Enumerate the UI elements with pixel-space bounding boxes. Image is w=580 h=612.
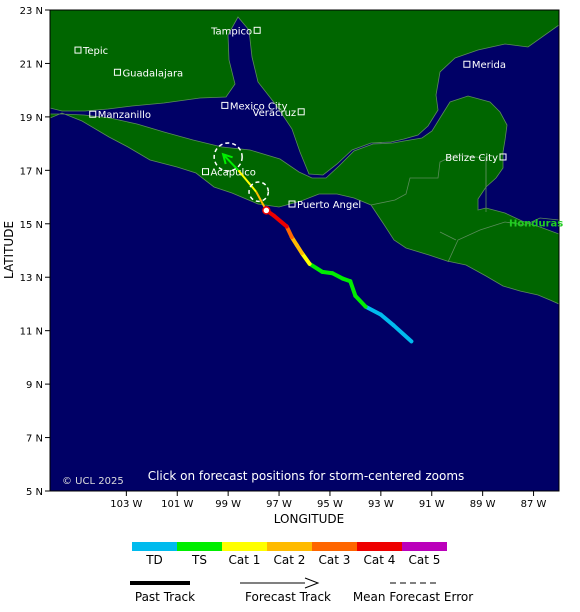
legend-category-label: TD	[145, 553, 163, 567]
legend-category-label: Cat 5	[409, 553, 441, 567]
city-label: Acapulco	[210, 168, 255, 179]
legend-swatch	[312, 542, 357, 551]
city-marker[interactable]	[74, 46, 82, 54]
legend-swatch	[132, 542, 177, 551]
plot-frame	[49, 9, 560, 492]
past-track-segment	[299, 251, 312, 266]
lon-tick-label: 91 W	[419, 499, 445, 510]
land-layer	[50, 10, 559, 305]
lat-tick-label: 15 N	[20, 220, 43, 231]
lat-tick-label: 11 N	[20, 327, 43, 338]
storm-track[interactable]	[213, 142, 414, 344]
city-label: Veracruz	[253, 108, 297, 119]
lat-tick-label: 9 N	[26, 380, 43, 391]
legend-swatch	[177, 542, 222, 551]
city-marker[interactable]	[221, 101, 229, 109]
past-track-segment	[353, 293, 368, 309]
forecast-track-segment[interactable]	[222, 153, 240, 172]
track-style-legend: Past Track Forecast Track Mean Forecast …	[130, 577, 473, 604]
legend-category-label: Cat 3	[319, 553, 351, 567]
mexico-central-america-landmass	[50, 10, 559, 305]
past-track-segment	[307, 261, 325, 274]
axes: 23 N 21 N 19 N 17 N 15 N 13 N 11 N 9 N 7 N 5 N 103…	[20, 6, 547, 510]
forecast-arrow-icon[interactable]	[221, 152, 233, 165]
city-markers[interactable]: Tampico Tepic Guadalajara Merida Manzanillo M…	[74, 26, 507, 211]
past-track-segment	[378, 312, 396, 328]
lat-tick-label: 21 N	[20, 59, 43, 70]
forecast-arrow-icon	[304, 577, 320, 589]
el-salvador-border	[439, 231, 457, 241]
legend-category-label: Cat 1	[229, 553, 261, 567]
zoom-notice: Click on forecast positions for storm-ce…	[148, 469, 465, 483]
legend-swatch	[402, 542, 447, 551]
city-marker[interactable]	[201, 168, 209, 176]
city-marker[interactable]	[113, 68, 121, 76]
lat-tick-label: 7 N	[26, 434, 43, 445]
past-track-segment	[348, 279, 358, 298]
city-marker[interactable]	[253, 26, 261, 34]
x-axis-title: LONGITUDE	[274, 512, 344, 526]
city-marker[interactable]	[499, 153, 507, 161]
city-marker[interactable]	[463, 60, 471, 68]
city-label: Mexico City	[230, 101, 288, 112]
legend-category-label: Cat 4	[364, 553, 396, 567]
forecast-error-circle[interactable]	[248, 181, 270, 203]
lon-tick-label: 87 W	[521, 499, 547, 510]
past-track-segment	[363, 304, 383, 317]
country-label: Honduras	[509, 218, 563, 229]
lat-tick-label: 17 N	[20, 166, 43, 177]
legend-swatch	[357, 542, 402, 551]
past-track-segment	[271, 213, 289, 229]
guatemala-border	[370, 154, 487, 206]
intensity-legend: TD TS Cat 1 Cat 2 Cat 3 Cat 4 Cat 5	[132, 542, 447, 567]
forecast-error-circle[interactable]	[213, 142, 243, 172]
legend-swatch	[267, 542, 312, 551]
lon-tick-label: 95 W	[317, 499, 343, 510]
city-label: Tampico	[210, 26, 252, 37]
forecast-track-segment[interactable]	[237, 169, 257, 193]
lat-tick-label: 19 N	[20, 113, 43, 124]
lon-tick-label: 101 W	[161, 499, 193, 510]
city-label: Guadalajara	[122, 68, 183, 79]
past-track-segment	[391, 323, 414, 344]
lat-tick-label: 13 N	[20, 273, 43, 284]
city-label: Tepic	[82, 46, 108, 57]
past-track-label: Past Track	[135, 590, 195, 604]
city-label: Merida	[472, 60, 506, 71]
copyright-label: © UCL 2025	[62, 476, 124, 487]
y-axis-title: LATITUDE	[2, 221, 16, 279]
city-label: Puerto Angel	[297, 200, 361, 211]
mean-error-label: Mean Forecast Error	[353, 590, 473, 604]
lat-tick-label: 23 N	[20, 6, 43, 17]
city-label: Manzanillo	[98, 110, 151, 121]
lon-tick-label: 97 W	[266, 499, 292, 510]
lon-tick-label: 93 W	[368, 499, 394, 510]
city-marker[interactable]	[89, 110, 97, 118]
lon-tick-label: 103 W	[110, 499, 142, 510]
lon-tick-label: 99 W	[215, 499, 241, 510]
city-marker[interactable]	[288, 200, 296, 208]
honduras-border	[447, 217, 559, 263]
lat-tick-label: 5 N	[26, 487, 43, 498]
forecast-track-label: Forecast Track	[245, 590, 331, 604]
legend-category-label: Cat 2	[274, 553, 306, 567]
current-position-marker[interactable]	[262, 206, 271, 215]
legend-swatch	[222, 542, 267, 551]
country-labels: Honduras	[509, 218, 563, 229]
city-marker[interactable]	[297, 108, 305, 116]
lon-tick-label: 89 W	[470, 499, 496, 510]
city-label: Belize City	[445, 153, 498, 164]
legend-category-label: TS	[191, 553, 207, 567]
